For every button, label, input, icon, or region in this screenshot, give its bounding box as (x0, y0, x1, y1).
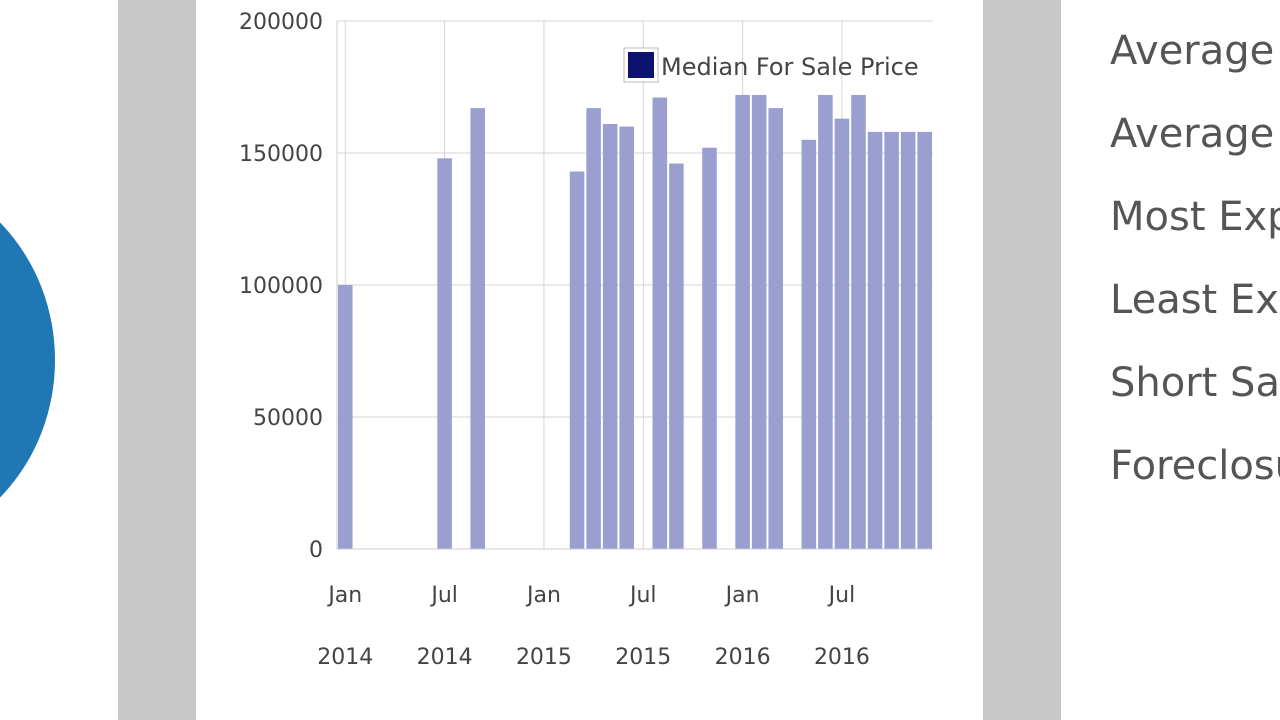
x-tick-year-label: 2014 (317, 645, 373, 670)
stat-label-short-sale: Short Sal (1110, 360, 1280, 406)
x-tick-year-label: 2016 (814, 645, 870, 670)
y-tick-label: 100000 (239, 274, 323, 299)
x-tick-month-label: Jul (827, 583, 856, 608)
bar (900, 131, 916, 549)
bar (867, 131, 883, 549)
x-tick-month-label: Jan (525, 583, 561, 608)
bar (768, 108, 783, 550)
legend-label: Median For Sale Price (661, 53, 919, 81)
axes: 0 50000 100000 150000 200000 Jan 2014 Jul 2014 Ja… (239, 10, 933, 670)
bar (917, 131, 932, 549)
bar (602, 123, 618, 550)
bars (338, 94, 932, 550)
price-chart: 0 50000 100000 150000 200000 Jan 2014 Jul 2014 Ja… (239, 10, 933, 670)
y-tick-label: 50000 (253, 406, 323, 431)
x-tick-year-label: 2015 (516, 645, 572, 670)
stat-label-foreclosure: Foreclosu (1110, 443, 1280, 489)
bar (751, 94, 767, 550)
stat-label-most-expensive: Most Exp (1110, 194, 1280, 240)
bar (586, 108, 601, 550)
x-tick-year-label: 2016 (715, 645, 771, 670)
pie-chart-circle (0, 170, 55, 550)
left-panel (0, 0, 118, 720)
y-tick-label: 0 (309, 538, 323, 563)
x-tick-month-label: Jul (628, 583, 657, 608)
x-tick-month-label: Jan (326, 583, 362, 608)
bar (801, 139, 817, 550)
bar (669, 163, 684, 549)
bar (818, 94, 833, 550)
bar (569, 171, 585, 550)
bar (884, 131, 899, 549)
stats-panel: Average Average Most Exp Least Exp Short… (1061, 0, 1280, 720)
bar (652, 97, 668, 549)
bar (470, 108, 485, 550)
x-tick-year-label: 2015 (615, 645, 671, 670)
x-tick-month-label: Jul (429, 583, 458, 608)
stat-label-average-1: Average (1110, 28, 1275, 74)
chart-card: 0 50000 100000 150000 200000 Jan 2014 Jul 2014 Ja… (196, 0, 983, 720)
y-tick-label: 150000 (239, 142, 323, 167)
bar (702, 147, 717, 549)
bar (338, 285, 353, 549)
bar (834, 118, 850, 550)
bar (619, 126, 634, 549)
legend-swatch (628, 52, 654, 78)
bar (437, 158, 452, 549)
legend[interactable]: Median For Sale Price (623, 47, 919, 83)
x-tick-year-label: 2014 (417, 645, 473, 670)
bar (851, 94, 866, 550)
y-tick-label: 200000 (239, 10, 323, 35)
x-tick-month-label: Jan (724, 583, 760, 608)
bar (735, 94, 750, 550)
gutter-left (118, 0, 196, 720)
stat-label-least-expensive: Least Exp (1110, 277, 1280, 323)
gutter-right (983, 0, 1061, 720)
stat-label-average-2: Average (1110, 111, 1275, 157)
